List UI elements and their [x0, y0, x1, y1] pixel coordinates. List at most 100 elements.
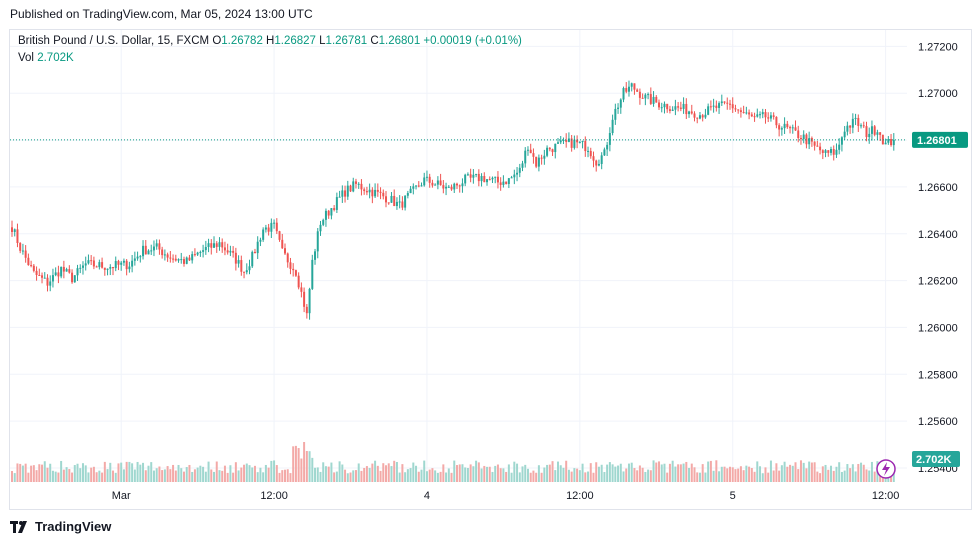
candle-body — [279, 231, 281, 240]
volume-bar — [582, 464, 584, 482]
volume-bar — [191, 472, 193, 482]
volume-bar — [115, 473, 117, 482]
volume-bar — [440, 472, 442, 482]
candle-body — [745, 112, 747, 113]
candle-body — [841, 137, 843, 144]
volume-bar — [311, 458, 313, 482]
candle-body — [172, 259, 174, 260]
candle-body — [418, 186, 420, 187]
volume-bar — [371, 464, 373, 482]
volume-bar — [868, 471, 870, 482]
candle-body — [893, 140, 895, 145]
volume-bar — [448, 468, 450, 482]
volume-bar — [426, 471, 428, 482]
time-axis: Mar 12:00 4 12:00 5 12:00 — [112, 490, 900, 502]
candle-body — [762, 112, 764, 114]
candle-body — [846, 126, 848, 132]
candle-body — [789, 127, 791, 128]
candle-body — [743, 112, 745, 113]
volume-bar — [90, 468, 92, 482]
volume-bar — [751, 468, 753, 482]
candle-body — [639, 92, 641, 98]
volume-bar — [795, 462, 797, 482]
price-tick-label: 1.27000 — [918, 88, 958, 100]
volume-bar — [590, 463, 592, 482]
volume-bar — [688, 468, 690, 482]
candle-body — [27, 258, 29, 265]
candle-body — [208, 243, 210, 247]
candle-body — [93, 260, 95, 266]
candle-body — [369, 190, 371, 193]
candle-body — [767, 117, 769, 118]
candle-body — [609, 133, 611, 145]
candle-body — [306, 307, 308, 313]
volume-bar — [240, 468, 242, 482]
price-tick-label: 1.27200 — [918, 41, 958, 53]
candle-body — [442, 185, 444, 188]
volume-bar — [175, 471, 177, 482]
volume-bar — [863, 465, 865, 482]
volume-bar — [699, 473, 701, 482]
candle-body — [827, 150, 829, 153]
candle-body — [243, 272, 245, 273]
volume-bar — [202, 467, 204, 482]
volume-bar — [249, 465, 251, 482]
candle-body — [380, 192, 382, 193]
candle-body — [784, 124, 786, 128]
candle-body — [358, 184, 360, 185]
candle-body — [835, 150, 837, 155]
candle-body — [115, 261, 117, 268]
candle-body — [16, 229, 18, 243]
volume-bar — [740, 466, 742, 482]
volume-bar — [421, 470, 423, 482]
candle-body — [470, 174, 472, 177]
candle-body — [437, 180, 439, 184]
candle-body — [426, 177, 428, 178]
volume-bar — [852, 464, 854, 482]
candle-body — [117, 261, 119, 265]
candle-body — [475, 174, 477, 175]
volume-bar — [268, 468, 270, 482]
volume-bar — [653, 460, 655, 482]
volume-bar — [390, 466, 392, 482]
candle-body — [246, 270, 248, 272]
candle-body — [295, 270, 297, 276]
candle-body — [677, 106, 679, 107]
volume-bar — [63, 470, 65, 482]
candle-body — [647, 94, 649, 95]
candle-body — [464, 175, 466, 184]
candle-body — [199, 252, 201, 253]
candle-body — [87, 260, 89, 263]
candle-body — [303, 292, 305, 307]
price-axis: 1.272001.270001.268001.266001.264001.262… — [877, 41, 968, 478]
candle-body — [467, 174, 469, 175]
volume-bar — [150, 462, 152, 482]
candle-body — [614, 109, 616, 120]
candle-body — [868, 134, 870, 137]
candle-body — [284, 248, 286, 253]
volume-bar — [683, 464, 685, 482]
volume-bar — [205, 472, 207, 482]
volume-bar — [382, 463, 384, 482]
candle-body — [795, 127, 797, 130]
volume-bar — [287, 469, 289, 482]
volume-bar — [677, 464, 679, 482]
volume-bar — [481, 469, 483, 482]
candle-body — [77, 268, 79, 275]
volume-bar — [210, 469, 212, 482]
volume-bar — [811, 463, 813, 482]
volume-bar — [251, 467, 253, 482]
candle-body — [546, 148, 548, 156]
volume-bar — [573, 468, 575, 482]
candle-body — [153, 247, 155, 251]
volume-bar — [500, 468, 502, 482]
candle-body — [268, 228, 270, 232]
candle-body — [754, 116, 756, 117]
candle-body — [112, 267, 114, 268]
candle-body — [729, 104, 731, 105]
volume-bar — [732, 467, 734, 482]
volume-bar — [156, 468, 158, 482]
footer-brand[interactable]: TradingView — [10, 519, 111, 534]
volume-bar — [737, 469, 739, 482]
